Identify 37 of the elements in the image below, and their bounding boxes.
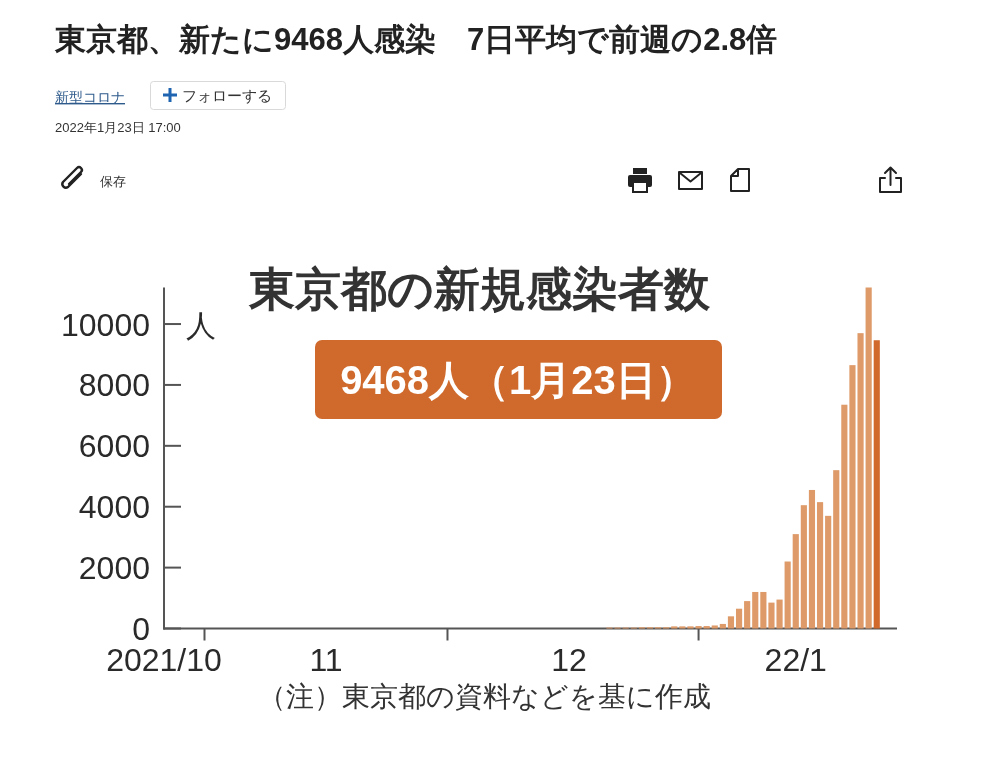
y-tick-label: 8000 — [78, 367, 150, 404]
bar — [816, 502, 824, 629]
text: 2022年1月23日 17:00 — [55, 120, 181, 135]
bar — [760, 591, 767, 629]
bar — [784, 561, 791, 629]
bar — [792, 534, 799, 629]
bar — [808, 489, 816, 629]
text: フォローする — [182, 87, 272, 104]
chart-title: 東京都の新規感染者数 — [247, 263, 711, 315]
bar — [873, 340, 880, 629]
bar — [727, 616, 735, 629]
bar — [735, 608, 743, 629]
bar — [679, 626, 686, 629]
text: 東京都、新たに9468人感染 7日平均で前週の2.8倍 — [54, 22, 778, 57]
text: （注）東京都の資料などを基に作成 — [257, 681, 711, 712]
y-tick-label: 2000 — [78, 550, 150, 587]
text: 保存 — [100, 174, 126, 189]
x-tick-label: 12 — [551, 641, 587, 678]
bar — [744, 601, 751, 629]
y-axis-title: 人 — [186, 309, 216, 342]
x-tick-label: 22/1 — [764, 641, 827, 678]
bar — [800, 505, 807, 629]
y-tick-label: 6000 — [78, 428, 150, 465]
bar — [833, 470, 840, 629]
bar — [703, 626, 710, 629]
bar — [719, 623, 726, 629]
bar — [752, 591, 759, 629]
bar — [841, 404, 848, 629]
y-tick-label: 10000 — [61, 306, 150, 343]
bar — [711, 625, 718, 629]
annotation: 9468人（1月23日） — [340, 358, 696, 402]
x-tick-label: 11 — [309, 641, 343, 678]
text: 新型コロナ — [55, 89, 125, 105]
bar — [865, 287, 872, 629]
bar — [671, 626, 678, 629]
bar — [825, 515, 832, 629]
y-tick-label: 4000 — [78, 489, 150, 526]
